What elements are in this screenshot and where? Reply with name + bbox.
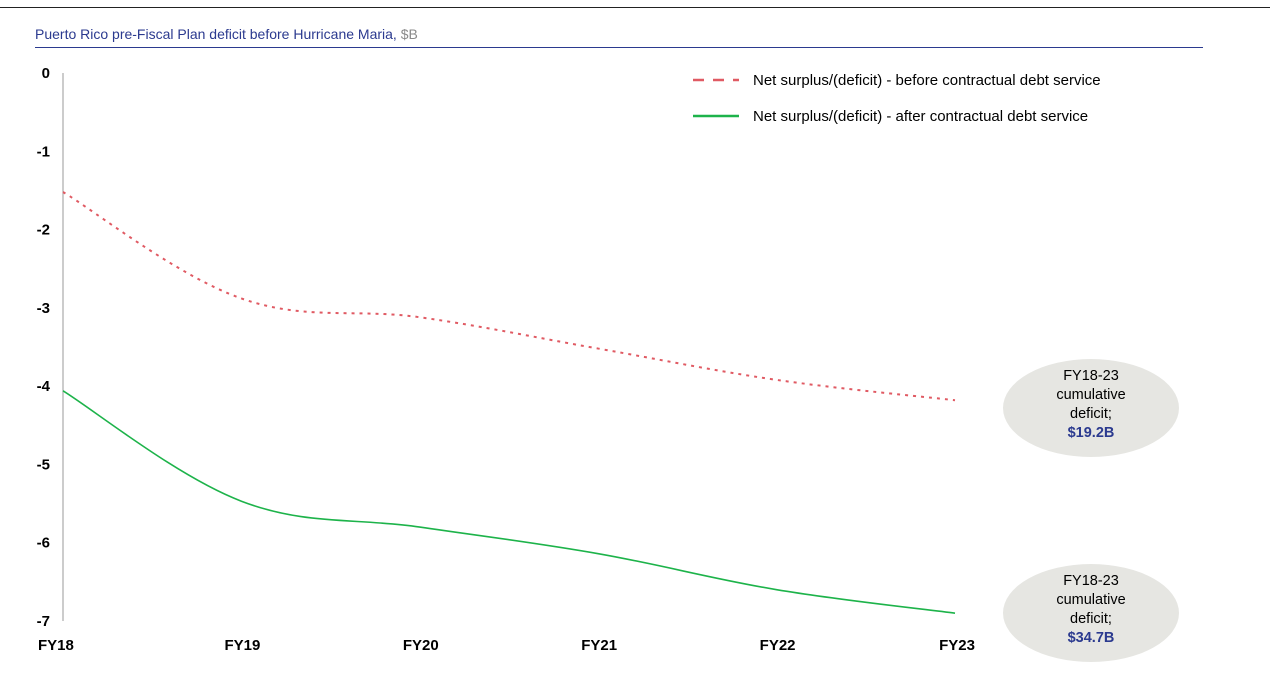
- top-border-rule: [0, 7, 1270, 8]
- y-tick-label: -5: [37, 456, 50, 473]
- series-line-before-debt-service: [62, 191, 956, 402]
- callout-ellipse: [1003, 564, 1179, 662]
- callout-ellipse: [1003, 359, 1179, 457]
- callout-text: FY18-23: [1063, 573, 1119, 589]
- chart-legend: Net surplus/(deficit) - before contractu…: [693, 72, 1101, 125]
- y-tick-label: -7: [37, 613, 50, 630]
- series-layer: [62, 191, 956, 614]
- callout-text: deficit;: [1070, 611, 1112, 627]
- y-tick-label: -1: [37, 143, 50, 160]
- x-tick-label: FY20: [403, 637, 439, 654]
- x-axis-ticks: FY18 FY19 FY20 FY21 FY22 FY23: [38, 637, 975, 654]
- callout-value: $34.7B: [1068, 630, 1115, 646]
- legend-label: Net surplus/(deficit) - before contractu…: [753, 72, 1101, 89]
- y-tick-label: -3: [37, 300, 50, 317]
- chart-title: Puerto Rico pre-Fiscal Plan deficit befo…: [35, 26, 418, 42]
- x-tick-label: FY22: [760, 637, 796, 654]
- y-axis-ticks: 0 -1 -2 -3 -4 -5 -6 -7: [37, 65, 51, 630]
- y-tick-label: 0: [42, 65, 50, 82]
- title-underline: [35, 47, 1203, 48]
- x-tick-label: FY18: [38, 637, 74, 654]
- callout-text: cumulative: [1056, 387, 1125, 403]
- y-tick-label: -6: [37, 535, 50, 552]
- y-tick-label: -2: [37, 222, 50, 239]
- callout-text: cumulative: [1056, 592, 1125, 608]
- chart-title-unit: $B: [400, 26, 418, 42]
- callout-text: FY18-23: [1063, 368, 1119, 384]
- x-tick-label: FY19: [224, 637, 260, 654]
- series-line-after-debt-service: [62, 390, 956, 614]
- x-tick-label: FY23: [939, 637, 975, 654]
- callout-text: deficit;: [1070, 406, 1112, 422]
- callout-value: $19.2B: [1068, 425, 1115, 441]
- chart-title-text: Puerto Rico pre-Fiscal Plan deficit befo…: [35, 26, 397, 42]
- legend-label: Net surplus/(deficit) - after contractua…: [753, 108, 1088, 125]
- y-tick-label: -4: [37, 378, 51, 395]
- callout-layer: FY18-23 cumulative deficit; $19.2B FY18-23 cu…: [1003, 359, 1179, 662]
- x-tick-label: FY21: [581, 637, 617, 654]
